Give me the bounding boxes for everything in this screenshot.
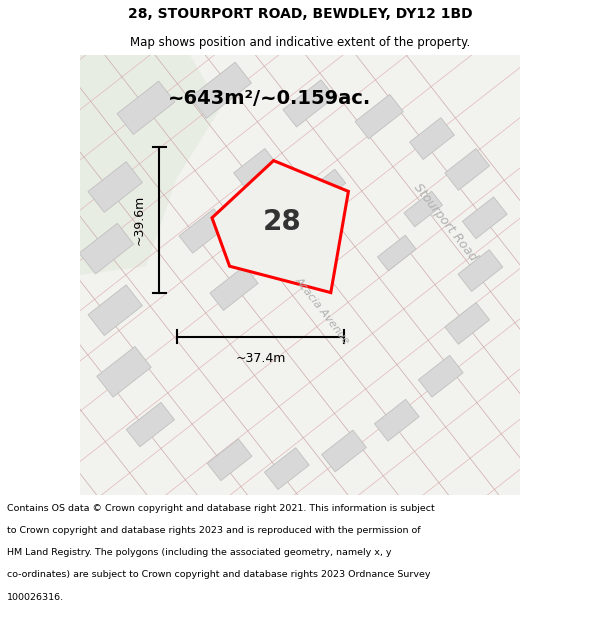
Polygon shape — [374, 399, 419, 441]
Text: Stourport Road: Stourport Road — [411, 181, 479, 264]
Text: 28: 28 — [263, 208, 302, 236]
Polygon shape — [377, 235, 416, 271]
Polygon shape — [322, 430, 367, 472]
Polygon shape — [445, 302, 490, 344]
Text: Acacia Avenue: Acacia Avenue — [293, 275, 351, 346]
Polygon shape — [283, 80, 335, 127]
Polygon shape — [117, 81, 175, 134]
Text: co-ordinates) are subject to Crown copyright and database rights 2023 Ordnance S: co-ordinates) are subject to Crown copyr… — [7, 571, 431, 579]
Polygon shape — [79, 223, 134, 274]
Text: 28, STOURPORT ROAD, BEWDLEY, DY12 1BD: 28, STOURPORT ROAD, BEWDLEY, DY12 1BD — [128, 7, 472, 21]
Text: 100026316.: 100026316. — [7, 592, 64, 601]
Polygon shape — [463, 197, 507, 239]
Polygon shape — [418, 356, 463, 397]
Polygon shape — [410, 118, 454, 159]
Polygon shape — [307, 169, 346, 205]
Polygon shape — [445, 149, 490, 190]
Polygon shape — [97, 346, 151, 397]
Text: ~643m²/~0.159ac.: ~643m²/~0.159ac. — [167, 89, 371, 109]
Polygon shape — [210, 266, 258, 311]
Text: ~37.4m: ~37.4m — [235, 352, 286, 365]
Text: Map shows position and indicative extent of the property.: Map shows position and indicative extent… — [130, 36, 470, 49]
Polygon shape — [212, 161, 349, 292]
Polygon shape — [88, 285, 142, 336]
Polygon shape — [458, 250, 503, 291]
Polygon shape — [404, 191, 442, 227]
Polygon shape — [126, 402, 175, 447]
Polygon shape — [233, 149, 278, 190]
Polygon shape — [355, 94, 403, 139]
Polygon shape — [179, 209, 227, 253]
Polygon shape — [88, 162, 142, 212]
Polygon shape — [207, 439, 252, 481]
Polygon shape — [80, 55, 221, 275]
Polygon shape — [190, 62, 251, 118]
Text: ~39.6m: ~39.6m — [133, 195, 146, 245]
Text: HM Land Registry. The polygons (including the associated geometry, namely x, y: HM Land Registry. The polygons (includin… — [7, 548, 392, 558]
Text: to Crown copyright and database rights 2023 and is reproduced with the permissio: to Crown copyright and database rights 2… — [7, 526, 421, 535]
Text: Contains OS data © Crown copyright and database right 2021. This information is : Contains OS data © Crown copyright and d… — [7, 504, 435, 513]
Polygon shape — [265, 448, 309, 489]
